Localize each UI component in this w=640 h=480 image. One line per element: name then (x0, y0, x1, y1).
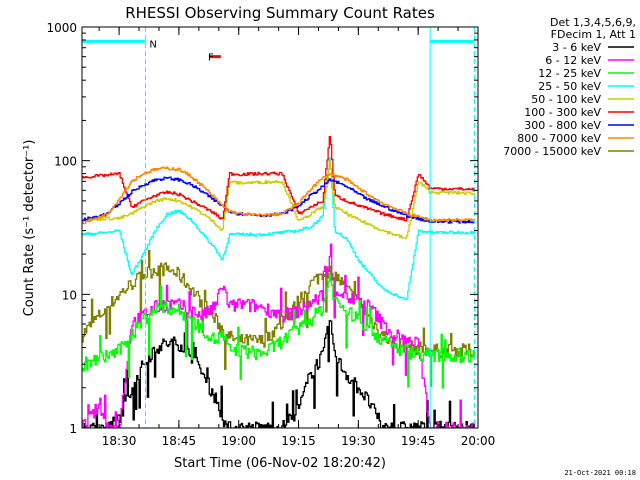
x-tick-label-0: 18:30 (102, 434, 137, 448)
x-tick-label-1: 18:45 (162, 434, 197, 448)
axes: 18:30 18:45 19:00 19:15 19:30 19:45 20:00 1 10 10… (46, 21, 495, 448)
timestamp: 21-Oct-2021 00:18 (564, 469, 636, 477)
legend-label-6: 300 - 800 keV (524, 119, 601, 132)
chart-title: RHESSI Observing Summary Count Rates (125, 4, 435, 22)
y-axis-label: Count Rate (s⁻¹ detector⁻¹) (22, 140, 37, 317)
legend-label-3: 25 - 50 keV (538, 80, 601, 93)
x-tick-label-3: 19:15 (281, 434, 316, 448)
y-tick-label-2: 100 (54, 155, 77, 169)
legend-label-4: 50 - 100 keV (531, 93, 601, 106)
legend-label-1: 6 - 12 keV (545, 54, 601, 67)
series-line-25-50-kev (82, 157, 476, 301)
legend: Det 1,3,4,5,6,9,FDecim 1, Att 13 - 6 keV… (503, 16, 636, 158)
plot-area (82, 135, 476, 428)
x-tick-label-2: 19:00 (221, 434, 256, 448)
y-tick-label-0: 1 (69, 422, 77, 436)
series-line-50-100-kev (82, 160, 476, 240)
series-line-7000-15000-kev (82, 249, 476, 371)
legend-label-2: 12 - 25 keV (538, 67, 601, 80)
y-tick-label-1: 10 (62, 288, 77, 302)
x-axis-label: Start Time (06-Nov-02 18:20:42) (174, 456, 386, 471)
legend-label-8: 7000 - 15000 keV (503, 145, 601, 158)
x-tick-label-4: 19:30 (341, 434, 376, 448)
legend-label-0: 3 - 6 keV (552, 41, 601, 54)
plot-frame (81, 26, 479, 429)
annotation-n: N (149, 40, 156, 51)
series-line-800-7000-kev (82, 166, 476, 225)
annotation-f: F (208, 53, 214, 64)
legend-label-7: 800 - 7000 keV (517, 132, 601, 145)
legend-header-0: Det 1,3,4,5,6,9, (550, 16, 636, 29)
series-line-100-300-kev (82, 135, 476, 222)
y-tick-label-3: 1000 (46, 21, 77, 35)
series-line-12-25-kev (82, 273, 476, 389)
legend-label-5: 100 - 300 keV (524, 106, 601, 119)
legend-header-1: FDecim 1, Att 1 (551, 28, 636, 41)
x-tick-label-5: 19:45 (401, 434, 436, 448)
x-tick-label-6: 20:00 (461, 434, 496, 448)
